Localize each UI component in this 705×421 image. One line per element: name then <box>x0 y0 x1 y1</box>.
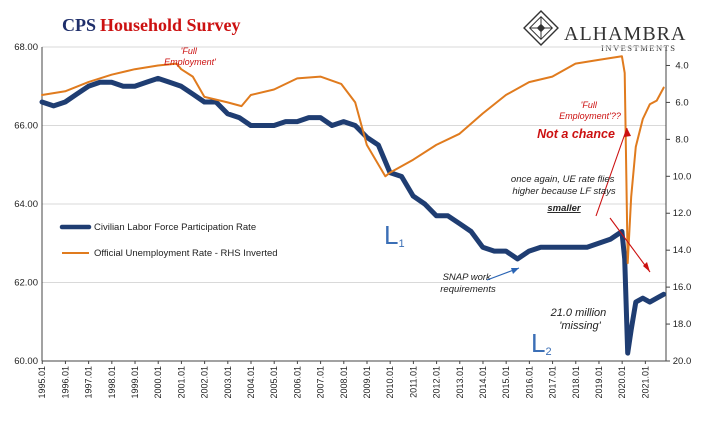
annotation-missing: 21.0 million 'missing' <box>550 307 610 332</box>
y-right-tick-label: 8.0 <box>675 134 688 145</box>
brand-diamond-icon <box>523 10 559 46</box>
x-tick-label: 2020.01 <box>617 366 627 399</box>
x-tick-label: 2017.01 <box>548 366 558 399</box>
y-left-tick-label: 66.00 <box>14 121 38 132</box>
arrow-head-snap <box>511 268 519 274</box>
annotation-ue-note-emphasis: smaller <box>547 203 582 214</box>
y-right-tick-label: 18.0 <box>673 319 692 330</box>
arrow-to-orange-peak <box>595 127 628 217</box>
x-tick-label: 2008.01 <box>339 366 349 399</box>
y-right-tick-label: 12.0 <box>673 208 692 219</box>
annotation-full-employment-2: 'Full Employment'?? <box>559 100 621 121</box>
legend-label-unemp: Official Unemployment Rate - RHS Inverte… <box>94 248 278 259</box>
title-part-cps: CPS <box>62 15 96 35</box>
y-right-tick-label: 10.0 <box>673 171 692 182</box>
x-tick-label: 2001.01 <box>176 366 186 399</box>
annotation-snap: SNAP work requirements <box>440 272 496 295</box>
x-tick-label: 2003.01 <box>223 366 233 399</box>
arrow-head-orange-peak <box>624 128 631 137</box>
y-left-tick-label: 64.00 <box>14 199 38 210</box>
x-tick-label: 2014.01 <box>478 366 488 399</box>
arrow-to-orange-tail <box>609 217 651 273</box>
x-tick-label: 2018.01 <box>571 366 581 399</box>
y-left-tick-label: 60.00 <box>14 356 38 367</box>
title-part-household: Household Survey <box>100 15 241 35</box>
arrow-head-orange-tail <box>643 262 650 272</box>
x-tick-label: 1997.01 <box>84 366 94 399</box>
x-tick-label: 2012.01 <box>432 366 442 399</box>
x-tick-label: 2013.01 <box>455 366 465 399</box>
annotation-not-a-chance: Not a chance <box>537 127 615 141</box>
series-lines <box>39 55 667 356</box>
y-right-tick-label: 14.0 <box>673 245 692 256</box>
legend: Civilian Labor Force Participation Rate … <box>59 222 278 259</box>
x-tick-label: 2005.01 <box>269 366 279 399</box>
x-tick-label: 2015.01 <box>501 366 511 399</box>
x-tick-label: 2009.01 <box>362 366 372 399</box>
axes: 68.00 66.00 64.00 62.00 60.00 4.0 6.0 8.0 10.0 12… <box>14 42 691 399</box>
series-line-lfpr <box>39 75 667 356</box>
x-tick-label: 2007.01 <box>316 366 326 399</box>
x-tick-label: 2004.01 <box>246 366 256 399</box>
x-tick-label: 2000.01 <box>153 366 163 399</box>
x-tick-label: 1996.01 <box>60 366 70 399</box>
brand-name: ALHAMBRA <box>564 23 686 45</box>
annotation-full-employment-1: 'Full Employment' <box>164 46 216 67</box>
x-tick-label: 2021.01 <box>640 366 650 399</box>
label-l2: L2 <box>531 328 552 358</box>
x-tick-label: 2010.01 <box>385 366 395 399</box>
x-tick-label: 1995.01 <box>37 366 47 399</box>
x-tick-label: 1998.01 <box>107 366 117 399</box>
y-left-tick-label: 62.00 <box>14 278 38 289</box>
x-tick-label: 2002.01 <box>200 366 210 399</box>
y-right-tick-label: 6.0 <box>675 97 688 108</box>
y-right-tick-label: 20.0 <box>673 356 692 367</box>
x-tick-label: 1999.01 <box>130 366 140 399</box>
x-tick-label: 2006.01 <box>292 366 302 399</box>
annotation-ue-note: once again, UE rate flies higher because… <box>511 174 617 197</box>
y-right-tick-label: 16.0 <box>673 282 692 293</box>
y-right-tick-label: 4.0 <box>675 60 688 71</box>
chart-title: CPS Household Survey <box>62 15 241 35</box>
y-left-tick-label: 68.00 <box>14 42 38 53</box>
brand-sub: INVESTMENTS <box>601 43 677 53</box>
x-tick-label: 2016.01 <box>524 366 534 399</box>
series-line-unemployment <box>41 55 665 265</box>
x-tick-label: 2019.01 <box>594 366 604 399</box>
label-l1: L1 <box>384 220 405 250</box>
legend-label-lfpr: Civilian Labor Force Participation Rate <box>94 222 256 233</box>
x-tick-label: 2011.01 <box>408 366 418 398</box>
annotations: 'Full Employment' 'Full Employment'?? No… <box>164 46 651 358</box>
